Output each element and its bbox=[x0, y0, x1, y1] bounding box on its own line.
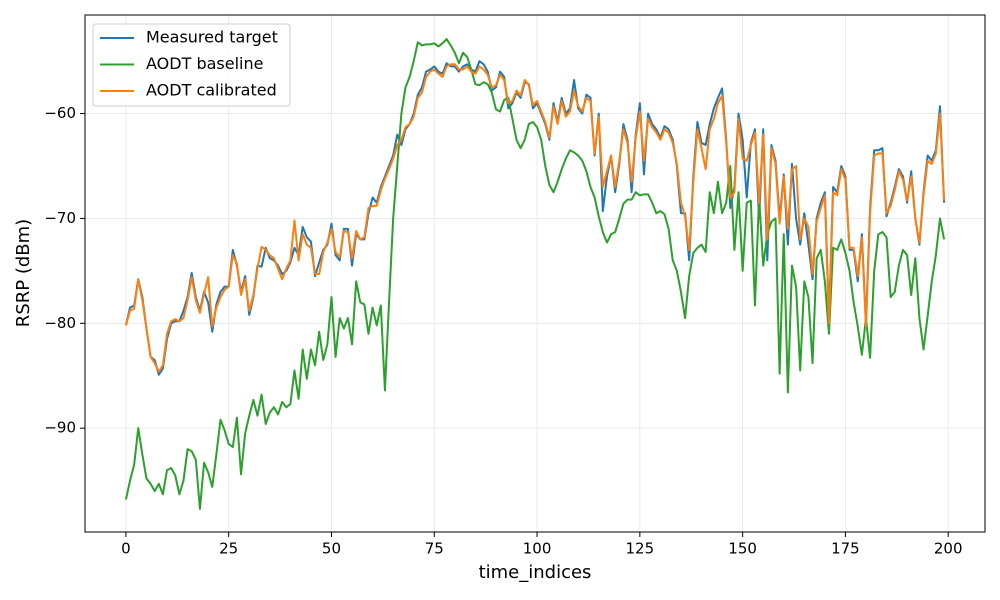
x-tick-label: 175 bbox=[831, 540, 860, 558]
plot-frame bbox=[84, 14, 986, 533]
y-tick-label: −90 bbox=[44, 419, 76, 437]
legend-box bbox=[92, 23, 291, 107]
x-tick-label: 125 bbox=[626, 540, 655, 558]
series-line bbox=[124, 63, 946, 373]
x-axis-label: time_indices bbox=[479, 562, 592, 583]
x-tick-label: 200 bbox=[934, 540, 963, 558]
legend-label: AODT baseline bbox=[146, 54, 263, 73]
y-axis-label: RSRP (dBm) bbox=[13, 219, 34, 327]
legend-label: Measured target bbox=[146, 28, 278, 47]
series-line bbox=[124, 60, 946, 376]
x-tick-label: 25 bbox=[219, 540, 238, 558]
y-tick-label: −70 bbox=[44, 209, 76, 227]
x-tick-label: 50 bbox=[322, 540, 341, 558]
legend-label: AODT calibrated bbox=[146, 81, 277, 100]
series-line bbox=[124, 38, 946, 510]
x-tick-label: 75 bbox=[425, 540, 444, 558]
x-tick-label: 0 bbox=[121, 540, 131, 558]
x-tick-label: 100 bbox=[523, 540, 552, 558]
x-tick-label: 150 bbox=[728, 540, 757, 558]
y-tick-label: −80 bbox=[44, 314, 76, 332]
y-tick-label: −60 bbox=[44, 104, 76, 122]
